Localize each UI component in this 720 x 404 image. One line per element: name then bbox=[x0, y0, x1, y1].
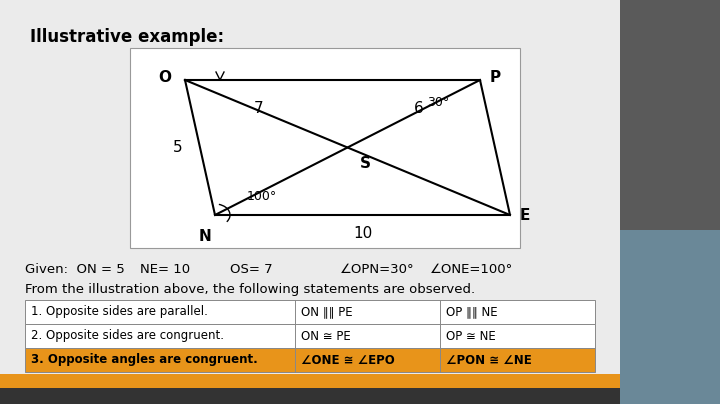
Text: ∠OPN=30°: ∠OPN=30° bbox=[340, 263, 415, 276]
Text: O: O bbox=[158, 71, 171, 86]
Text: ON ≅ PE: ON ≅ PE bbox=[301, 330, 351, 343]
Text: 5: 5 bbox=[174, 140, 183, 155]
Text: ∠PON ≅ ∠NE: ∠PON ≅ ∠NE bbox=[446, 354, 532, 366]
Text: E: E bbox=[520, 208, 531, 223]
Text: ∠ONE=100°: ∠ONE=100° bbox=[430, 263, 513, 276]
Text: Given:  ON = 5: Given: ON = 5 bbox=[25, 263, 125, 276]
Text: 7: 7 bbox=[253, 101, 263, 116]
FancyBboxPatch shape bbox=[0, 0, 620, 404]
Text: 3. Opposite angles are congruent.: 3. Opposite angles are congruent. bbox=[31, 354, 258, 366]
FancyBboxPatch shape bbox=[25, 348, 595, 372]
Text: N: N bbox=[199, 229, 212, 244]
Text: Illustrative example:: Illustrative example: bbox=[30, 28, 224, 46]
Text: From the illustration above, the following statements are observed.: From the illustration above, the followi… bbox=[25, 283, 475, 296]
Text: 1. Opposite sides are parallel.: 1. Opposite sides are parallel. bbox=[31, 305, 208, 318]
Text: OS= 7: OS= 7 bbox=[230, 263, 273, 276]
Text: P: P bbox=[490, 71, 501, 86]
FancyBboxPatch shape bbox=[0, 388, 620, 404]
Text: NE= 10: NE= 10 bbox=[140, 263, 190, 276]
FancyBboxPatch shape bbox=[620, 0, 720, 404]
FancyBboxPatch shape bbox=[25, 300, 595, 324]
Text: S: S bbox=[359, 156, 371, 170]
Text: 2. Opposite sides are congruent.: 2. Opposite sides are congruent. bbox=[31, 330, 224, 343]
Text: OP ≅ NE: OP ≅ NE bbox=[446, 330, 496, 343]
Text: 100°: 100° bbox=[247, 191, 277, 204]
Text: ∠ONE ≅ ∠EPO: ∠ONE ≅ ∠EPO bbox=[301, 354, 395, 366]
Text: 6: 6 bbox=[414, 101, 423, 116]
FancyBboxPatch shape bbox=[25, 324, 595, 348]
Text: ON ∥∥ PE: ON ∥∥ PE bbox=[301, 305, 353, 318]
Text: 10: 10 bbox=[353, 225, 372, 240]
FancyBboxPatch shape bbox=[130, 48, 520, 248]
Text: 30°: 30° bbox=[427, 95, 449, 109]
Text: OP ∥∥ NE: OP ∥∥ NE bbox=[446, 305, 498, 318]
FancyBboxPatch shape bbox=[620, 230, 720, 404]
FancyBboxPatch shape bbox=[0, 374, 620, 404]
